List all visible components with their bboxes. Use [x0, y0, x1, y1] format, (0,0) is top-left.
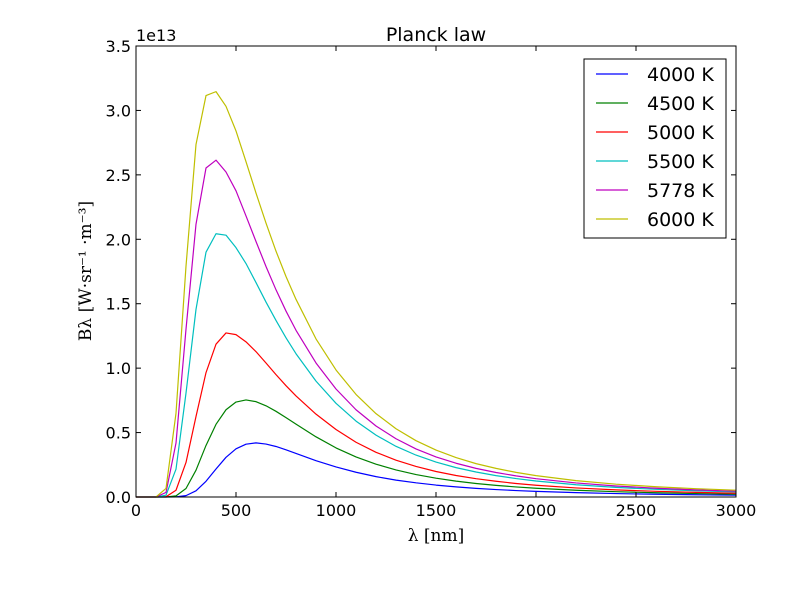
x-tick-label-3: 1500 [416, 501, 457, 520]
y-tick-label-5: 2.5 [106, 166, 131, 185]
y-tick-label-6: 3.0 [106, 101, 131, 120]
x-tick-label-4: 2000 [516, 501, 557, 520]
series-lines [135, 91, 737, 498]
legend-label-1: 4500 K [647, 93, 714, 115]
x-tick-label-2: 1000 [316, 501, 357, 520]
legend-label-4: 5778 K [647, 180, 714, 202]
x-axis-label: λ [nm] [408, 526, 465, 546]
x-tick-label-6: 3000 [716, 501, 757, 520]
series-line-5 [135, 91, 737, 498]
legend-label-0: 4000 K [647, 64, 714, 86]
y-tick-label-0: 0.0 [106, 488, 131, 507]
y-offset-label: 1e13 [136, 26, 176, 45]
series-line-1 [136, 399, 737, 498]
x-tick-label-0: 0 [131, 501, 141, 520]
y-tick-label-1: 0.5 [106, 424, 131, 443]
legend-label-2: 5000 K [647, 122, 714, 144]
series-line-0 [136, 442, 737, 498]
legend-box [583, 58, 727, 239]
series-line-4 [136, 159, 737, 498]
legend: 4000 K 4500 K 5000 K 5500 K 5778 K 6000 K [583, 58, 727, 239]
series-line-2 [136, 332, 737, 498]
axis-ticks: 0 500 1000 1500 2000 2500 3000 0.0 0.5 1.0 1.5 2.0 2… [106, 37, 757, 520]
x-tick-label-1: 500 [221, 501, 252, 520]
chart-title: Planck law [386, 24, 486, 46]
y-tick-label-7: 3.5 [106, 37, 131, 56]
y-axis-label: Bλ [W·sr⁻¹ ·m⁻³] [76, 201, 96, 341]
x-tick-label-5: 2500 [616, 501, 657, 520]
legend-label-5: 6000 K [647, 209, 714, 231]
y-tick-label-4: 2.0 [106, 230, 131, 249]
y-tick-label-2: 1.0 [106, 359, 131, 378]
y-tick-label-3: 1.5 [106, 295, 131, 314]
legend-label-3: 5500 K [647, 151, 714, 173]
series-line-3 [136, 233, 737, 498]
